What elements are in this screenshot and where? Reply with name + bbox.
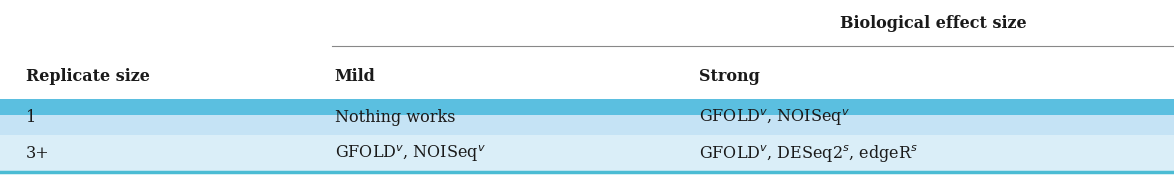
Text: Nothing works: Nothing works	[335, 109, 456, 126]
Text: 1: 1	[26, 109, 36, 126]
Bar	[0, 99, 1174, 115]
Bar	[0, 135, 1174, 172]
Text: Mild: Mild	[335, 68, 376, 85]
Bar	[0, 99, 1174, 135]
Text: Strong: Strong	[699, 68, 760, 85]
Text: GFOLD$^v$, DESeq2$^s$, edgeR$^s$: GFOLD$^v$, DESeq2$^s$, edgeR$^s$	[699, 143, 918, 164]
Text: 3+: 3+	[26, 145, 49, 162]
Text: GFOLD$^v$, NOISeq$^v$: GFOLD$^v$, NOISeq$^v$	[335, 143, 485, 164]
Text: GFOLD$^v$, NOISeq$^v$: GFOLD$^v$, NOISeq$^v$	[699, 107, 849, 128]
Text: Biological effect size: Biological effect size	[841, 15, 1026, 32]
Text: Replicate size: Replicate size	[26, 68, 150, 85]
